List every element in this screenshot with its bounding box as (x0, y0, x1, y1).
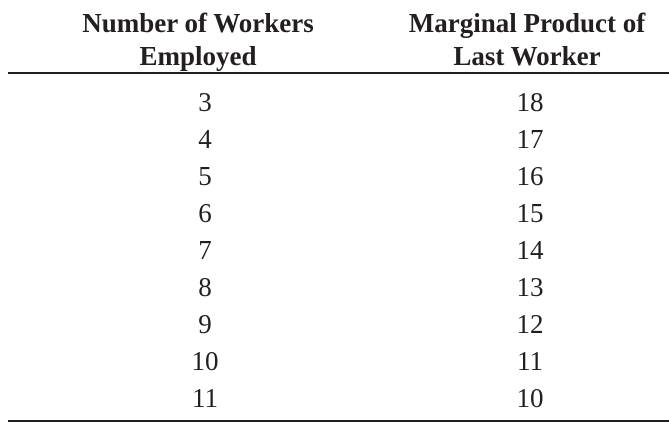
workers-cell: 9 (198, 309, 212, 339)
marginal-product-cell: 12 (516, 309, 544, 339)
table-row: 11 10 (0, 380, 669, 417)
table-row: 4 17 (0, 121, 669, 158)
workers-cell: 3 (198, 87, 212, 117)
marginal-product-cell: 15 (516, 198, 544, 228)
header-divider (8, 72, 669, 74)
marginal-product-cell: 13 (516, 272, 544, 302)
marginal-product-cell: 14 (516, 235, 544, 265)
workers-cell: 11 (192, 383, 218, 413)
table-row: 3 18 (0, 84, 669, 121)
workers-cell: 10 (191, 346, 219, 376)
table-row: 5 16 (0, 158, 669, 195)
table-row: 8 13 (0, 269, 669, 306)
table-row: 7 14 (0, 232, 669, 269)
workers-cell: 8 (198, 272, 212, 302)
header-workers-employed: Number of Workers Employed (48, 7, 348, 73)
workers-cell: 7 (198, 235, 212, 265)
workers-cell: 4 (198, 124, 212, 154)
table-row: 10 11 (0, 343, 669, 380)
marginal-product-cell: 18 (516, 87, 544, 117)
marginal-product-cell: 11 (517, 346, 543, 376)
table-body: 3 18 4 17 5 16 6 15 7 14 8 13 9 12 10 11 (0, 84, 669, 417)
table-row: 6 15 (0, 195, 669, 232)
table-header: Number of Workers Employed Marginal Prod… (0, 7, 669, 71)
marginal-product-cell: 10 (516, 383, 544, 413)
marginal-product-cell: 17 (516, 124, 544, 154)
header-line: Number of Workers (82, 8, 314, 38)
bottom-rule (8, 420, 669, 422)
workers-cell: 6 (198, 198, 212, 228)
table-row: 9 12 (0, 306, 669, 343)
header-line: Employed (139, 41, 257, 71)
header-line: Marginal Product of (408, 8, 646, 38)
header-marginal-product: Marginal Product of Last Worker (377, 7, 669, 73)
header-line: Last Worker (453, 41, 601, 71)
workers-cell: 5 (198, 161, 212, 191)
marginal-product-cell: 16 (516, 161, 544, 191)
